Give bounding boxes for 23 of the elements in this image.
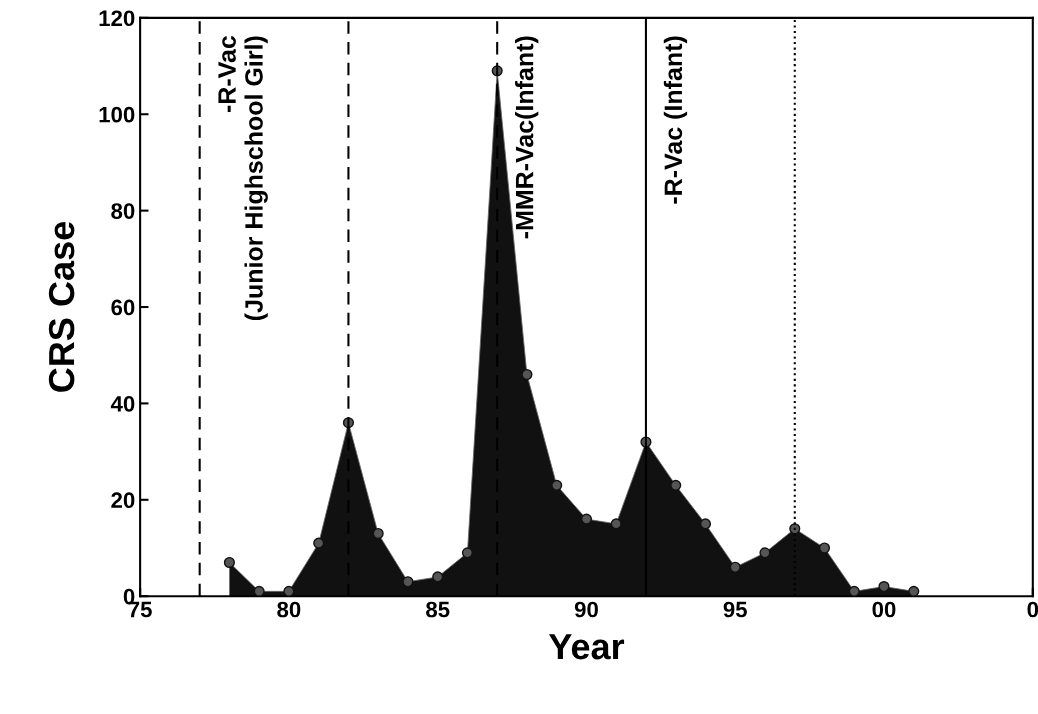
point [908,585,920,597]
point [551,479,563,491]
ref-line-label: -R-Vac (Infant) [663,36,688,204]
x-tick-label: 90 [574,601,598,618]
point [818,542,831,554]
x-axis-title: Year [548,634,625,660]
y-tick-label: 20 [111,492,135,509]
x-tick-label: 95 [723,601,747,618]
x-tick-label: 80 [277,601,301,618]
y-axis-title: CRS Case [48,221,75,392]
y-tick-label: 40 [110,395,135,412]
ref-line-label: -MMR-Vac(Infant) [515,36,539,239]
y-tick-label: 120 [99,10,135,27]
ref-line-label: -R-Vac (Junior Highschool Girl) [218,35,268,321]
point [223,556,235,569]
point [670,479,682,491]
y-tick-label: 80 [111,203,135,219]
y-tick-label: 60 [111,299,135,316]
x-tick-label: 00 [872,601,896,618]
y-tick-label: 100 [99,106,135,123]
x-tick-label: 0 [1027,601,1038,618]
point [521,368,533,381]
x-tick-label: 85 [426,601,450,618]
